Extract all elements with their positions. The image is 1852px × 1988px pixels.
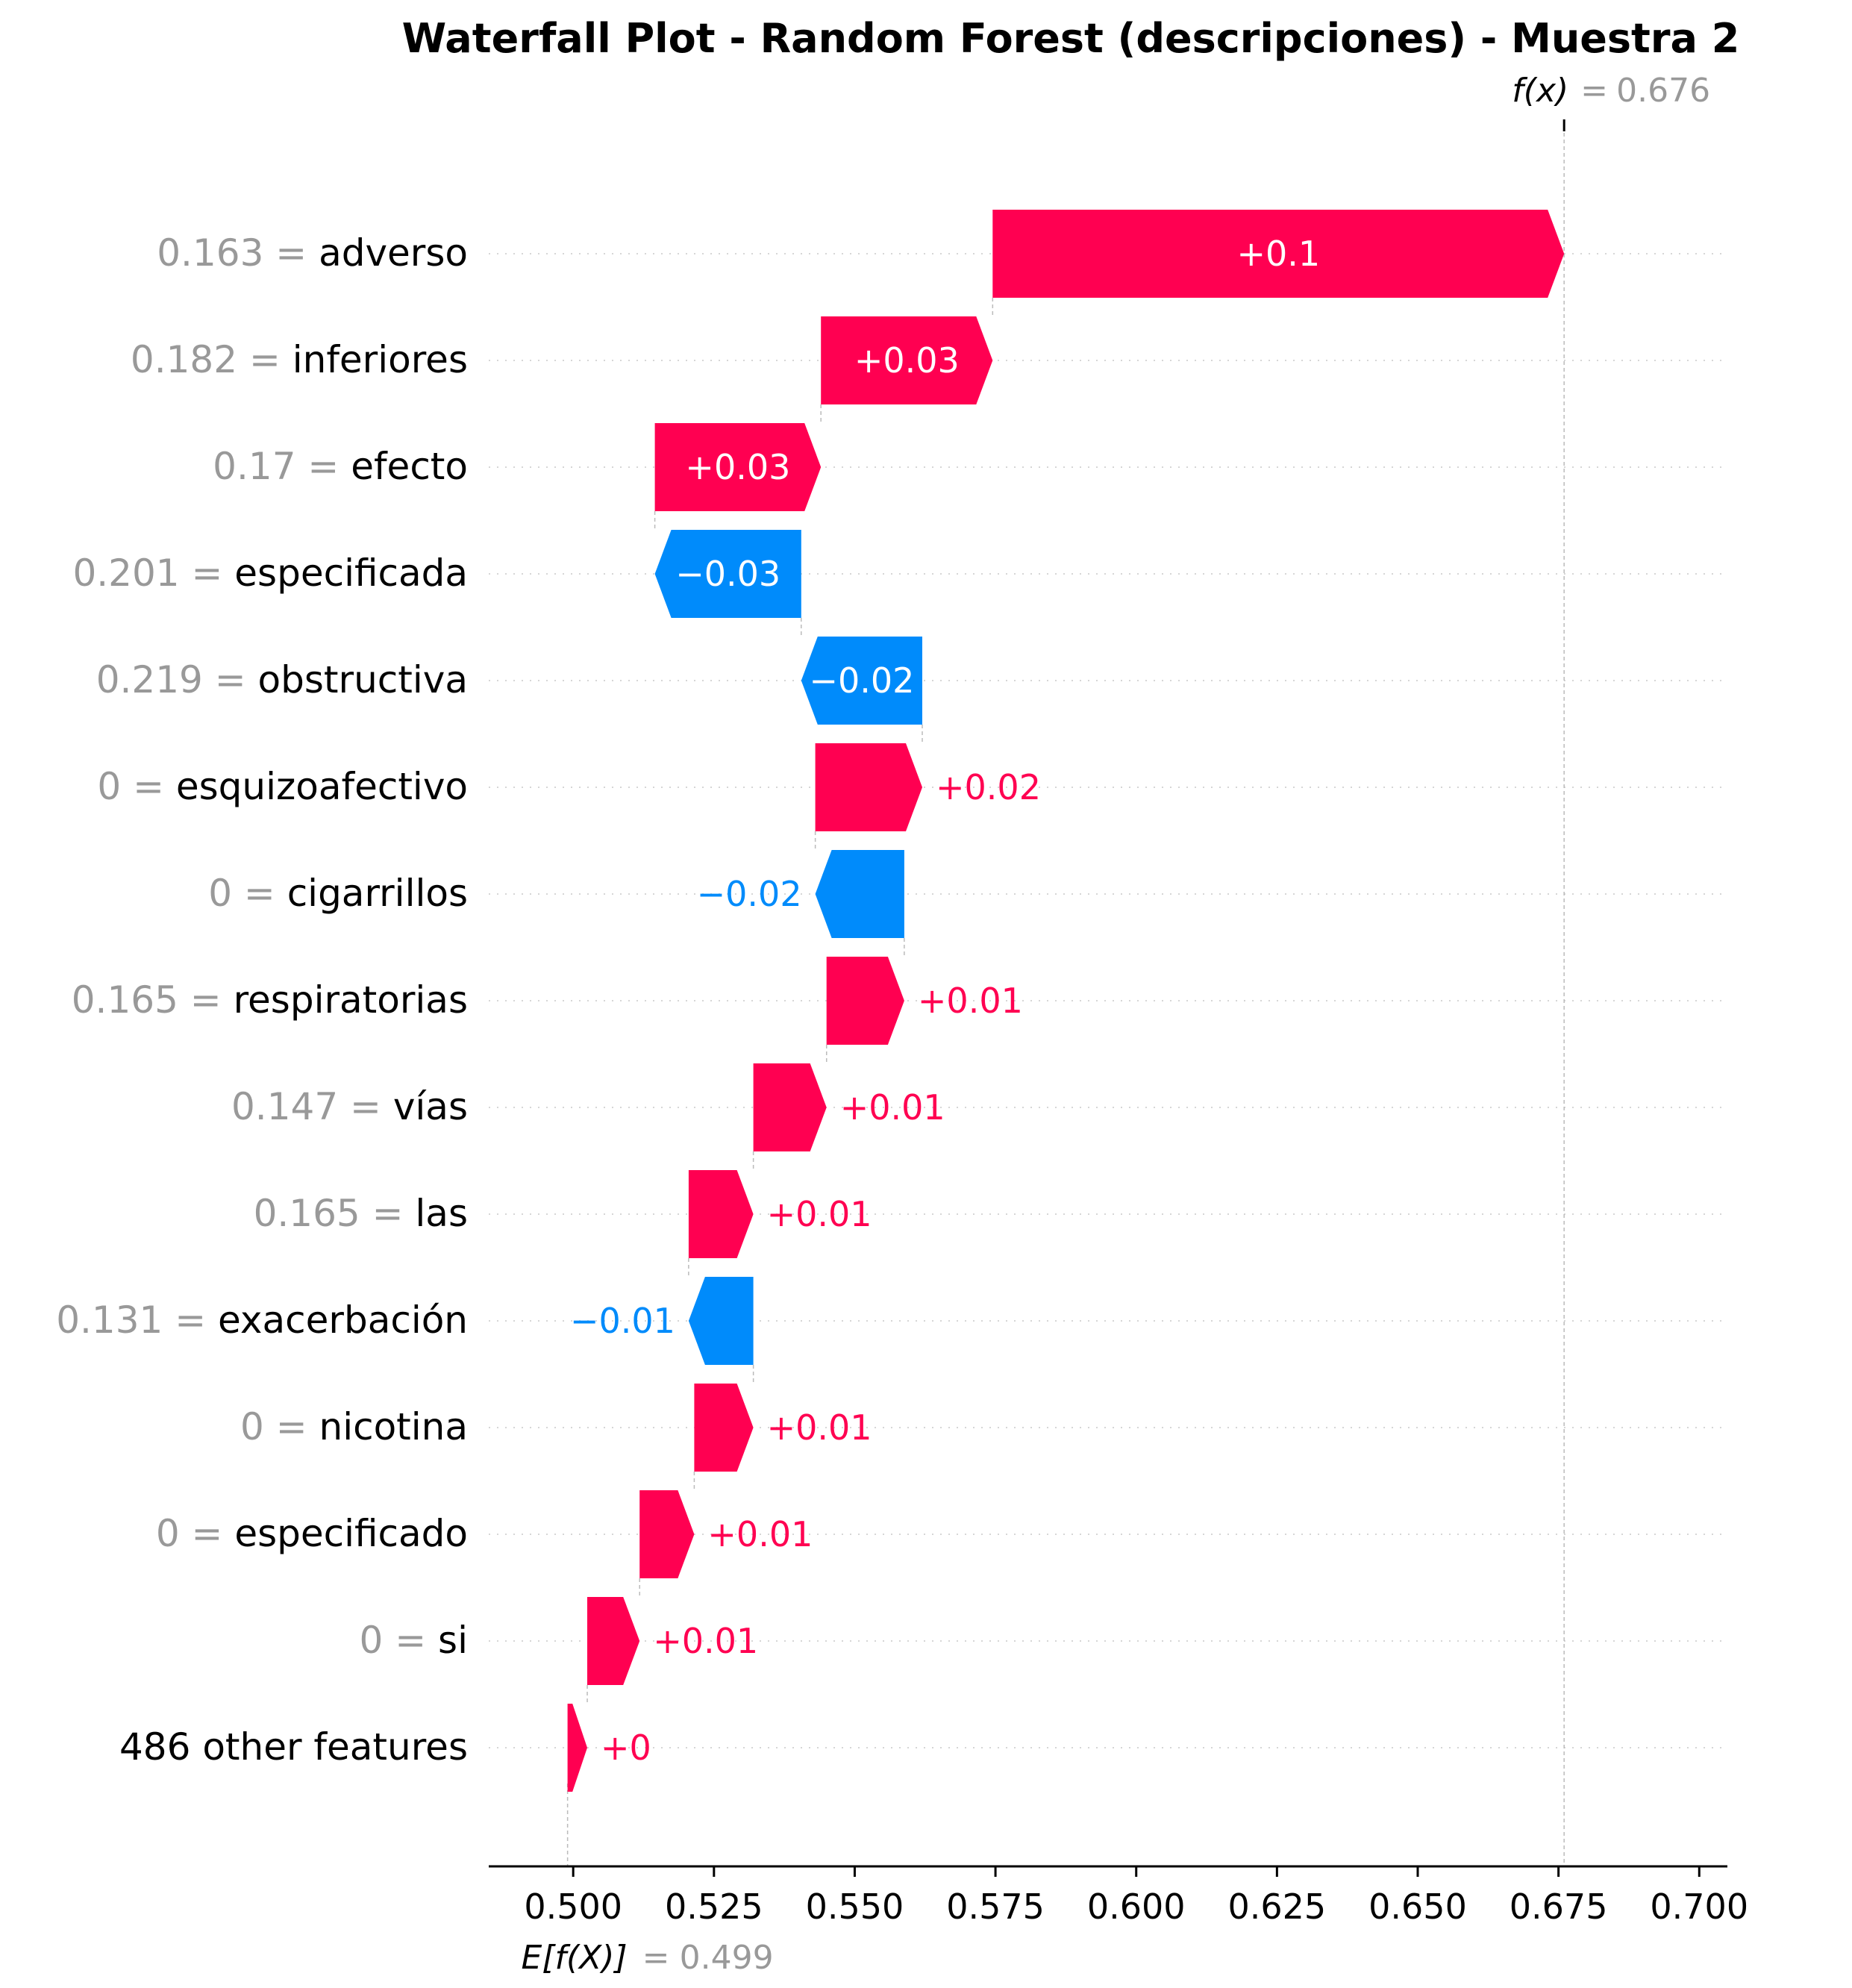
contribution-label: −0.01 (570, 1301, 675, 1341)
feature-label: 0.165 = las (254, 1192, 468, 1235)
contribution-label: +0.1 (1236, 234, 1320, 274)
x-tick-label: 0.625 (1228, 1887, 1327, 1927)
positive-bar (567, 1704, 587, 1792)
x-tick-label: 0.700 (1650, 1887, 1748, 1927)
x-tick-label: 0.650 (1368, 1887, 1467, 1927)
base-value-number: 0.499 (680, 1939, 774, 1977)
contribution-bars: +0.1 +0.03 +0.03 −0.03 −0.02 +0.02 −0.02 +0.01 +… (567, 210, 1565, 1792)
contribution-label: +0.03 (685, 447, 790, 487)
negative-bar (801, 637, 922, 725)
positive-bar (654, 423, 822, 511)
contribution-label: −0.02 (697, 874, 802, 914)
feature-label: 0.17 = efecto (213, 445, 468, 488)
connector-lines (566, 119, 1565, 1866)
positive-bar (992, 210, 1565, 298)
fx-annotation: f(x) = 0.676 (1512, 72, 1710, 110)
feature-label: 486 other features (119, 1725, 468, 1769)
x-tick-label: 0.500 (524, 1887, 622, 1927)
fx-equals: = (1580, 72, 1608, 110)
contribution-label: +0.01 (653, 1621, 758, 1661)
x-tick-label: 0.575 (946, 1887, 1045, 1927)
base-value-equals: = (642, 1939, 670, 1977)
feature-label: 0 = esquizoafectivo (97, 765, 468, 808)
feature-label: 0 = cigarrillos (208, 872, 468, 915)
feature-label: 0.219 = obstructiva (96, 658, 468, 701)
base-value-label: E[f(X)] (522, 1939, 628, 1977)
contribution-label: +0.01 (767, 1194, 872, 1234)
feature-label: 0.163 = adverso (157, 231, 468, 275)
positive-bar (753, 1063, 827, 1151)
contribution-label: −0.03 (675, 554, 780, 594)
negative-bar (688, 1277, 754, 1365)
positive-bar (821, 316, 993, 404)
positive-bar (639, 1490, 695, 1578)
negative-bar (815, 850, 904, 938)
x-tick-label: 0.525 (665, 1887, 763, 1927)
contribution-label: +0.03 (854, 340, 960, 381)
feature-label: 0.147 = vías (231, 1085, 468, 1128)
x-tick-label: 0.550 (806, 1887, 904, 1927)
fx-label: f(x) (1512, 72, 1568, 110)
base-value-annotation: E[f(X)] = 0.499 (522, 1939, 774, 1977)
feature-label: 0.201 = especificada (72, 551, 468, 595)
x-tick-label: 0.600 (1087, 1887, 1186, 1927)
feature-label: 0 = si (360, 1619, 468, 1662)
positive-bar (815, 743, 922, 831)
contribution-label: +0.01 (918, 981, 1023, 1021)
feature-label: 0.165 = respiratorias (72, 978, 468, 1022)
feature-label: 0.131 = exacerbación (56, 1298, 468, 1342)
positive-bar (826, 957, 904, 1045)
positive-bar (694, 1384, 754, 1472)
contribution-label: −0.02 (809, 660, 914, 701)
contribution-label: +0 (601, 1728, 651, 1768)
chart-title: Waterfall Plot - Random Forest (descripc… (402, 15, 1740, 62)
positive-bar (587, 1597, 640, 1685)
contribution-label: +0.01 (840, 1087, 945, 1128)
fx-value: 0.676 (1616, 72, 1710, 110)
feature-label: 0 = nicotina (240, 1405, 468, 1448)
contribution-label: +0.01 (767, 1407, 872, 1448)
feature-labels: 0.163 = adverso 0.182 = inferiores 0.17 = … (56, 231, 468, 1769)
contribution-label: +0.01 (707, 1514, 813, 1554)
negative-bar (654, 530, 801, 618)
x-tick-label: 0.675 (1510, 1887, 1608, 1927)
feature-label: 0 = especificado (156, 1512, 468, 1555)
feature-label: 0.182 = inferiores (131, 338, 468, 381)
contribution-label: +0.02 (936, 767, 1041, 807)
x-axis: 0.500 0.525 0.550 0.575 0.600 0.625 0.650 0.675… (489, 1865, 1748, 1927)
positive-bar (688, 1170, 754, 1258)
